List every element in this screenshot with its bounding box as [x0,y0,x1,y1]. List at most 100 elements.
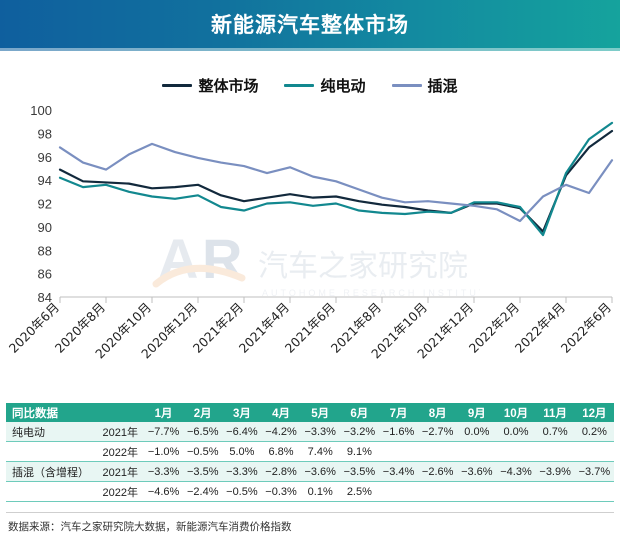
yoy-data-table: 同比数据 1月 2月 3月 4月 5月 6月 7月 8月 9月 10月 11月 … [6,403,614,502]
table-cell [496,442,535,462]
table-col-header: 10月 [496,403,536,422]
table-cell: 0.7% [542,425,568,438]
y-axis-tick-labels: 84 86 88 90 92 94 96 98 100 [30,103,52,305]
table-cell: −3.6% [304,465,336,478]
table-cell: −0.3% [265,485,297,498]
y-tick-label: 94 [38,173,52,188]
chart-svg: 84 86 88 90 92 94 96 98 100 2020年6月2020年8月2020年1… [6,103,614,362]
y-tick-label: 92 [38,197,52,212]
table-cell: −3.3% [226,465,258,478]
table-cell: −6.5% [186,425,219,438]
table-cell [379,442,418,462]
table-col-header: 6月 [339,403,379,422]
table-cell: −1.0% [147,445,180,458]
table-cell: −2.8% [265,465,297,478]
table-cell: −3.2% [343,425,376,438]
table-cell [418,482,457,502]
x-axis-ticks [59,297,613,303]
table-body: 纯电动 2021年 −7.7% −6.5% −6.4% −4.2% −3.3% −3.2% −1… [6,422,614,502]
legend-label-overall: 整体市场 [198,77,259,95]
series-line [58,121,614,237]
table-col-header: 12月 [574,403,614,422]
table-col-header: 11月 [535,403,575,422]
table-cell: 9.1% [346,445,372,458]
table-cell: 6.8% [268,445,294,458]
table-row: 插混（含增程） 2021年 −3.3% −3.5% −3.3% −2.8% −3.6% −3.… [6,461,614,482]
footer-divider [6,512,614,513]
table-cell [496,482,535,502]
y-tick-label: 86 [38,267,52,282]
y-tick-label: 90 [38,220,52,235]
table-row: 纯电动 2021年 −7.7% −6.5% −6.4% −4.2% −3.3% −3.2% −1… [6,422,614,442]
x-tick-label: 2022年6月 [558,300,614,356]
table-cell: −0.5% [226,485,258,498]
legend-swatch-overall [162,83,193,87]
table-cell: −0.5% [186,445,219,458]
table-cell [457,442,496,462]
table-cell [536,442,575,462]
y-tick-label: 100 [30,103,52,118]
table-cell: −2.4% [186,485,219,498]
table-cell: −4.3% [500,465,532,478]
table-cell: 0.0% [464,425,490,438]
table-corner-label: 同比数据 [6,403,144,422]
table-cell: 5.0% [229,445,255,458]
legend-item-overall[interactable]: 整体市场 [162,75,258,96]
chart-series-lines [58,121,614,237]
table-cell [457,482,496,502]
legend-item-bev[interactable]: 纯电动 [284,75,366,96]
y-tick-label: 88 [38,243,52,258]
table-cell [575,482,614,502]
table-row-year: 2022年 [102,486,138,499]
table-col-header: 1月 [144,403,184,422]
table-row-year: 2021年 [102,426,138,439]
table-row-category: 插混（含增程） [12,466,89,479]
table-row-year: 2022年 [102,446,138,459]
table-cell: −3.3% [147,465,180,478]
table-cell: 0.1% [307,485,333,498]
table-cell: −3.5% [343,465,376,478]
table-header: 同比数据 1月 2月 3月 4月 5月 6月 7月 8月 9月 10月 11月 … [6,403,614,422]
table-header-row: 同比数据 1月 2月 3月 4月 5月 6月 7月 8月 9月 10月 11月 … [6,403,614,422]
table-cell: −3.7% [578,465,611,478]
y-tick-label: 84 [38,290,52,305]
table-cell: −3.3% [304,425,336,438]
table-col-header: 5月 [300,403,340,422]
table-cell: −3.5% [186,465,219,478]
legend-swatch-phev [391,83,422,87]
x-axis-tick-labels: 2020年6月2020年8月2020年10月2020年12月2021年2月202… [6,300,614,362]
y-tick-label: 98 [38,126,52,141]
table-cell: −3.4% [382,465,415,478]
legend-swatch-bev [284,83,315,87]
legend-label-phev: 插混 [427,77,458,95]
legend-label-bev: 纯电动 [320,77,366,95]
table-row-category: 纯电动 [12,426,45,439]
table-cell [575,442,614,462]
table-cell: −3.9% [539,465,571,478]
table-cell: 7.4% [307,445,333,458]
table-cell: −2.7% [421,425,454,438]
table-cell: −7.7% [147,425,180,438]
y-tick-label: 96 [38,150,52,165]
line-chart: 84 86 88 90 92 94 96 98 100 2020年6月 2020年8月 2020年1… [0,98,620,398]
source-note: 数据来源：汽车之家研究院大数据，新能源汽车消费价格指数 [8,521,292,533]
table-row: 2022年 −4.6% −2.4% −0.5% −0.3% 0.1% 2.5% [6,482,614,502]
table-col-header: 3月 [222,403,262,422]
chart-legend: 整体市场 纯电动 插混 [0,72,620,98]
table-cell: 2.5% [346,485,372,498]
table-cell [379,482,418,502]
table-cell: 0.0% [503,425,529,438]
page-title: 新能源汽车整体市场 [211,14,409,37]
table-col-header: 8月 [418,403,458,422]
series-line [58,142,614,223]
table-cell: −2.6% [421,465,454,478]
legend-item-phev[interactable]: 插混 [391,75,458,96]
table-cell: 0.2% [581,425,607,438]
table-cell: −3.6% [461,465,493,478]
table-cell: −4.2% [265,425,297,438]
table-col-header: 7月 [378,403,419,422]
table-cell: −6.4% [226,425,258,438]
table-cell [418,442,457,462]
table-cell: −1.6% [382,425,415,438]
table-col-header: 2月 [183,403,223,422]
